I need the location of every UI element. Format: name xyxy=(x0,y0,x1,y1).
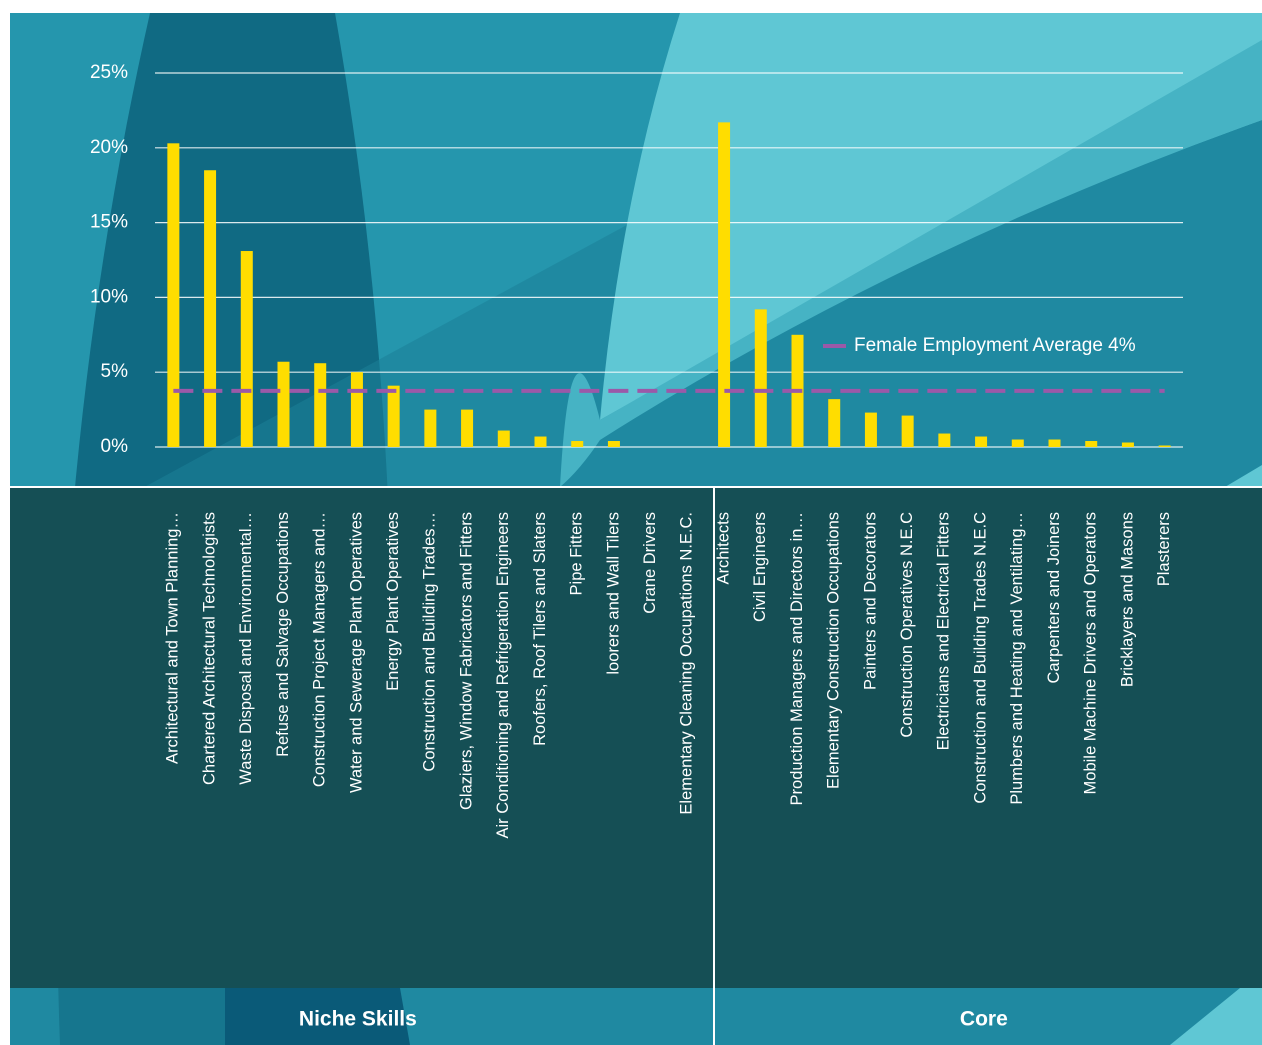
bar xyxy=(975,436,988,447)
x-tick-label: Construction Operatives N.E.C xyxy=(898,512,916,738)
x-tick-label: Mobile Machine Drivers and Operators xyxy=(1082,512,1100,794)
x-tick-label: Waste Disposal and Environmental… xyxy=(237,512,255,785)
x-tick-label: Elementary Construction Occupations xyxy=(825,512,843,789)
bar xyxy=(167,143,180,447)
x-tick-label: Energy Plant Operatives xyxy=(384,512,402,691)
y-tick-label: 5% xyxy=(101,361,129,382)
x-tick-label: Water and Sewerage Plant Operatives xyxy=(347,512,365,793)
label-panel xyxy=(10,487,1262,988)
x-tick-label: Plasterers xyxy=(1155,512,1173,586)
x-tick-label: Chartered Architectural Technologists xyxy=(200,512,218,785)
y-tick-label: 10% xyxy=(90,286,128,307)
x-tick-label: Roofers, Roof Tilers and Slaters xyxy=(531,512,549,746)
bar xyxy=(204,170,217,448)
legend-label: Female Employment Average 4% xyxy=(854,335,1136,356)
y-tick-label: 0% xyxy=(101,436,129,457)
y-tick-label: 15% xyxy=(90,212,128,233)
x-tick-label: Carpenters and Joiners xyxy=(1045,512,1063,684)
x-tick-label: Air Conditioning and Refrigeration Engin… xyxy=(494,512,512,839)
bar xyxy=(350,372,363,447)
x-tick-label: Architects xyxy=(714,512,732,584)
bar xyxy=(461,409,474,447)
y-tick-label: 25% xyxy=(90,62,128,83)
bar xyxy=(277,361,290,447)
x-tick-label: Civil Engineers xyxy=(751,512,769,622)
x-tick-label: Elementary Cleaning Occupations N.E.C. xyxy=(678,512,696,815)
bar xyxy=(607,441,620,447)
x-tick-label: Glaziers, Window Fabricators and Fitters xyxy=(457,512,475,810)
y-tick-label: 20% xyxy=(90,137,128,158)
x-tick-label: Plumbers and Heating and Ventilating… xyxy=(1008,512,1026,805)
bar xyxy=(240,251,253,447)
x-tick-label: loorers and Wall Tilers xyxy=(604,512,622,675)
bar xyxy=(754,309,767,447)
bar xyxy=(1048,439,1061,447)
bar xyxy=(497,430,510,447)
bar xyxy=(828,399,841,447)
x-tick-label: Construction Project Managers and… xyxy=(311,512,329,787)
bar xyxy=(1158,445,1171,447)
x-tick-label: Bricklayers and Masons xyxy=(1118,512,1136,687)
x-tick-label: Refuse and Salvage Occupations xyxy=(274,512,292,757)
x-tick-label: Production Managers and Directors in… xyxy=(788,512,806,805)
bar xyxy=(1085,441,1098,447)
x-tick-label: Painters and Decorators xyxy=(861,512,879,690)
group-label: Niche Skills xyxy=(299,1008,417,1031)
bar xyxy=(534,436,547,447)
bar xyxy=(938,433,951,447)
x-tick-label: Construction and Building Trades N.E.C xyxy=(971,512,989,804)
bar xyxy=(424,409,437,447)
x-tick-label: Architectural and Town Planning… xyxy=(164,512,182,764)
bar xyxy=(314,363,327,447)
x-tick-label: Pipe Fitters xyxy=(568,512,586,595)
bar xyxy=(1121,442,1134,447)
bar xyxy=(571,441,584,447)
group-label: Core xyxy=(960,1008,1008,1031)
x-tick-label: Crane Drivers xyxy=(641,512,659,614)
bar xyxy=(1011,439,1024,447)
bar xyxy=(864,412,877,447)
bar xyxy=(387,385,400,447)
x-tick-label: Electricians and Electrical Fitters xyxy=(935,512,953,750)
bar xyxy=(718,122,731,448)
bar xyxy=(901,415,914,447)
x-tick-label: Construction and Building Trades… xyxy=(421,512,439,772)
